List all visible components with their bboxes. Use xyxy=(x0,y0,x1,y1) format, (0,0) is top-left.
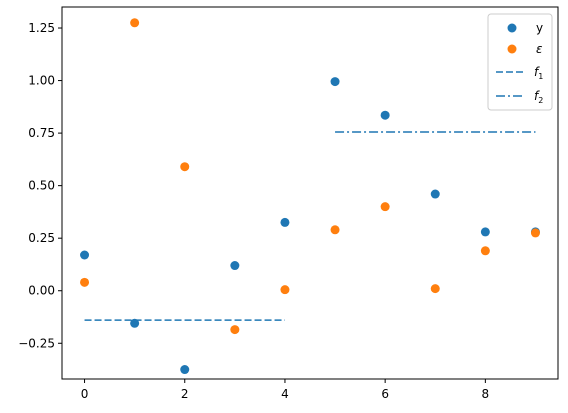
function-lines xyxy=(84,131,536,321)
point-series0-4 xyxy=(280,217,290,227)
legend-marker xyxy=(507,23,517,33)
y-tick-label: 0.25 xyxy=(28,231,55,245)
y-tick-label: 1.00 xyxy=(28,74,55,88)
point-series1-7 xyxy=(430,284,440,294)
x-axis-ticks: 0 2 4 6 8 xyxy=(81,379,489,401)
point-series0-3 xyxy=(230,261,240,271)
legend-label: f2 xyxy=(534,89,543,105)
data-points xyxy=(80,18,540,375)
point-series0-1 xyxy=(130,318,140,328)
legend-label: f1 xyxy=(534,65,543,81)
x-tick-label: 0 xyxy=(81,387,89,401)
point-series1-4 xyxy=(280,285,290,295)
point-series0-0 xyxy=(80,250,90,260)
legend-box xyxy=(487,13,553,111)
y-tick-label: 0.50 xyxy=(28,179,55,193)
point-series1-9 xyxy=(530,228,540,238)
legend-label-subscript: 1 xyxy=(538,72,543,81)
y-tick-label: 1.25 xyxy=(28,21,55,35)
y-tick-label: 0.75 xyxy=(28,126,55,140)
legend-label-name: f xyxy=(534,89,540,103)
legend-marker xyxy=(507,44,517,54)
x-tick-label: 2 xyxy=(181,387,189,401)
point-series0-6 xyxy=(380,110,390,120)
point-series0-7 xyxy=(430,189,440,199)
y-tick-label: −0.25 xyxy=(18,336,55,350)
point-series1-6 xyxy=(380,202,390,212)
legend-label: ε xyxy=(536,42,543,56)
point-series1-8 xyxy=(480,246,490,256)
point-series0-5 xyxy=(330,77,340,87)
x-tick-label: 4 xyxy=(281,387,289,401)
legend-label-name: f xyxy=(534,65,540,79)
plot-frame xyxy=(61,6,559,380)
legend-label: y xyxy=(536,21,543,35)
legend-label-subscript: 2 xyxy=(538,96,543,105)
x-tick-label: 8 xyxy=(482,387,490,401)
point-series1-2 xyxy=(180,162,190,172)
plot-background xyxy=(62,7,558,379)
y-axis-ticks: −0.25 0.00 0.25 0.50 0.75 1.00 1.25 xyxy=(18,21,62,350)
x-tick-label: 6 xyxy=(381,387,389,401)
point-series0-2 xyxy=(180,365,190,375)
point-series0-8 xyxy=(480,227,490,237)
y-tick-label: 0.00 xyxy=(28,284,55,298)
point-series1-3 xyxy=(230,325,240,335)
point-series1-0 xyxy=(80,277,90,287)
point-series1-1 xyxy=(130,18,140,28)
point-series1-5 xyxy=(330,225,340,235)
